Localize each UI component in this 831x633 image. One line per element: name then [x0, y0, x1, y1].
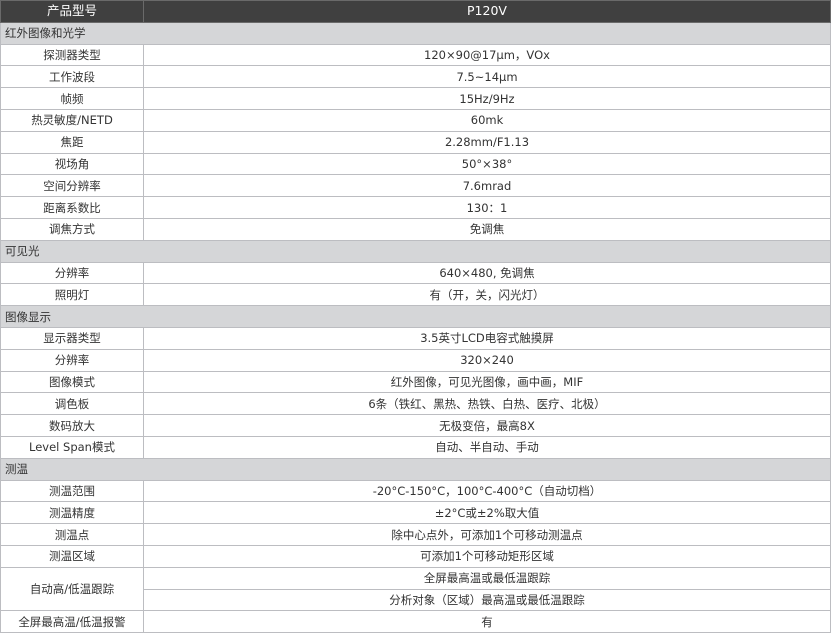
spec-value: 7.6mrad [143, 174, 831, 198]
spec-row: 分辨率 320×240 [0, 348, 831, 372]
spec-label: 测温范围 [0, 479, 144, 503]
spec-value: ±2°C或±2%取大值 [143, 501, 831, 525]
spec-value: 120×90@17μm，VOx [143, 43, 831, 67]
spec-label: 帧频 [0, 87, 144, 110]
spec-value: 分析对象（区域）最高温或最低温跟踪 [143, 588, 831, 612]
section-title: 测温 [0, 457, 831, 481]
spec-row: 分辨率 640×480, 免调焦 [0, 261, 831, 285]
spec-value: 2.28mm/F1.13 [143, 130, 831, 154]
spec-label: 视场角 [0, 152, 144, 176]
spec-value: 6条（铁红、黑热、热铁、白热、医疗、北极） [143, 392, 831, 416]
spec-row: 测温点 除中心点外，可添加1个可移动测温点 [0, 523, 831, 546]
spec-value: 无极变倍，最高8X [143, 414, 831, 437]
spec-row: 帧频 15Hz/9Hz [0, 87, 831, 110]
spec-value: 有（开，关，闪光灯） [143, 283, 831, 307]
section-header: 红外图像和光学 [0, 21, 831, 45]
spec-row: 测温范围 -20°C-150°C，100°C-400°C（自动切档） [0, 479, 831, 503]
spec-row: 自动高/低温跟踪 全屏最高温或最低温跟踪 [0, 566, 831, 612]
spec-label: Level Span模式 [0, 435, 144, 459]
spec-row: Level Span模式 自动、半自动、手动 [0, 435, 831, 459]
section-header: 测温 [0, 457, 831, 481]
spec-row: 距离系数比 130：1 [0, 196, 831, 219]
header-row: 产品型号 P120V [0, 0, 831, 23]
section-header: 可见光 [0, 239, 831, 263]
spec-label: 照明灯 [0, 283, 144, 307]
spec-label: 调色板 [0, 392, 144, 416]
spec-label: 测温点 [0, 523, 144, 546]
spec-label: 距离系数比 [0, 196, 144, 219]
spec-label: 显示器类型 [0, 326, 144, 350]
header-model: P120V [143, 0, 831, 23]
spec-value: 15Hz/9Hz [143, 87, 831, 110]
spec-value: 除中心点外，可添加1个可移动测温点 [143, 523, 831, 546]
spec-label: 数码放大 [0, 414, 144, 437]
section-title: 图像显示 [0, 305, 831, 328]
spec-row: 显示器类型 3.5英寸LCD电容式触摸屏 [0, 326, 831, 350]
spec-value: -20°C-150°C，100°C-400°C（自动切档） [143, 479, 831, 503]
spec-value: 50°×38° [143, 152, 831, 176]
section-header: 图像显示 [0, 305, 831, 328]
spec-value: 自动、半自动、手动 [143, 435, 831, 459]
spec-value: 130：1 [143, 196, 831, 219]
spec-label: 分辨率 [0, 261, 144, 285]
spec-row: 数码放大 无极变倍，最高8X [0, 414, 831, 437]
spec-row: 空间分辨率 7.6mrad [0, 174, 831, 198]
spec-row: 测温区域 可添加1个可移动矩形区域 [0, 544, 831, 568]
spec-label: 图像模式 [0, 370, 144, 394]
spec-value: 可添加1个可移动矩形区域 [143, 544, 831, 568]
spec-value: 全屏最高温或最低温跟踪 [143, 566, 831, 590]
spec-value: 红外图像，可见光图像，画中画，MIF [143, 370, 831, 394]
spec-label: 测温精度 [0, 501, 144, 525]
spec-label: 测温区域 [0, 544, 144, 568]
spec-label: 探测器类型 [0, 43, 144, 67]
spec-row: 热灵敏度/NETD 60mk [0, 108, 831, 132]
spec-value: 免调焦 [143, 217, 831, 241]
spec-label: 热灵敏度/NETD [0, 108, 144, 132]
spec-value: 640×480, 免调焦 [143, 261, 831, 285]
spec-label: 焦距 [0, 130, 144, 154]
spec-row: 测温精度 ±2°C或±2%取大值 [0, 501, 831, 525]
spec-label: 调焦方式 [0, 217, 144, 241]
spec-row: 调焦方式 免调焦 [0, 217, 831, 241]
spec-value: 3.5英寸LCD电容式触摸屏 [143, 326, 831, 350]
spec-row: 探测器类型 120×90@17μm，VOx [0, 43, 831, 67]
spec-label: 自动高/低温跟踪 [0, 566, 144, 612]
spec-value: 320×240 [143, 348, 831, 372]
section-title: 红外图像和光学 [0, 21, 831, 45]
spec-row: 工作波段 7.5~14μm [0, 65, 831, 89]
spec-row: 焦距 2.28mm/F1.13 [0, 130, 831, 154]
spec-label: 工作波段 [0, 65, 144, 89]
spec-row: 视场角 50°×38° [0, 152, 831, 176]
header-label: 产品型号 [0, 0, 144, 23]
spec-value: 有 [143, 610, 831, 633]
spec-label: 全屏最高温/低温报警 [0, 610, 144, 633]
spec-value: 60mk [143, 108, 831, 132]
section-title: 可见光 [0, 239, 831, 263]
spec-label: 分辨率 [0, 348, 144, 372]
spec-value: 7.5~14μm [143, 65, 831, 89]
spec-label: 空间分辨率 [0, 174, 144, 198]
spec-row: 全屏最高温/低温报警有 [0, 610, 831, 633]
spec-row: 照明灯 有（开，关，闪光灯） [0, 283, 831, 307]
spec-row: 图像模式 红外图像，可见光图像，画中画，MIF [0, 370, 831, 394]
spec-row: 调色板 6条（铁红、黑热、热铁、白热、医疗、北极） [0, 392, 831, 416]
